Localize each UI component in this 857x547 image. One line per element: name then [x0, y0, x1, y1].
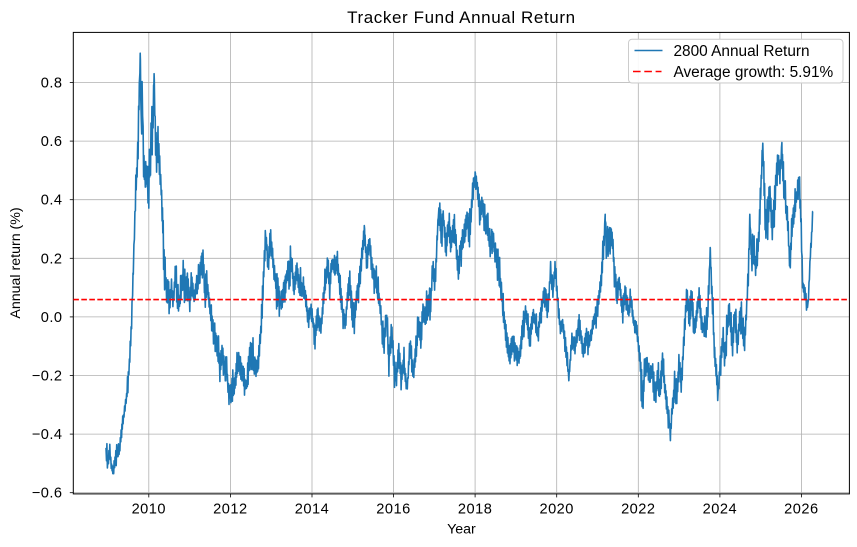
svg-text:0.8: 0.8	[41, 76, 63, 92]
svg-text:0.6: 0.6	[41, 134, 63, 150]
svg-text:2010: 2010	[132, 502, 166, 518]
svg-text:Tracker Fund Annual Return: Tracker Fund Annual Return	[347, 8, 576, 27]
svg-text:Annual return (%): Annual return (%)	[8, 207, 24, 318]
svg-text:0.0: 0.0	[41, 310, 63, 326]
svg-text:2012: 2012	[213, 502, 247, 518]
svg-text:Average growth: 5.91%: Average growth: 5.91%	[674, 64, 834, 81]
svg-text:2018: 2018	[458, 502, 492, 518]
svg-text:−0.6: −0.6	[32, 486, 63, 502]
svg-text:−0.2: −0.2	[32, 369, 63, 385]
svg-text:2020: 2020	[539, 502, 573, 518]
svg-text:2014: 2014	[295, 502, 329, 518]
svg-text:2024: 2024	[703, 502, 737, 518]
svg-text:2026: 2026	[784, 502, 818, 518]
svg-text:2016: 2016	[376, 502, 410, 518]
svg-text:2800 Annual Return: 2800 Annual Return	[674, 43, 810, 60]
svg-text:0.4: 0.4	[41, 193, 63, 209]
svg-text:Year: Year	[447, 522, 476, 538]
svg-text:2022: 2022	[621, 502, 655, 518]
svg-text:0.2: 0.2	[41, 251, 63, 267]
svg-text:−0.4: −0.4	[32, 427, 63, 443]
